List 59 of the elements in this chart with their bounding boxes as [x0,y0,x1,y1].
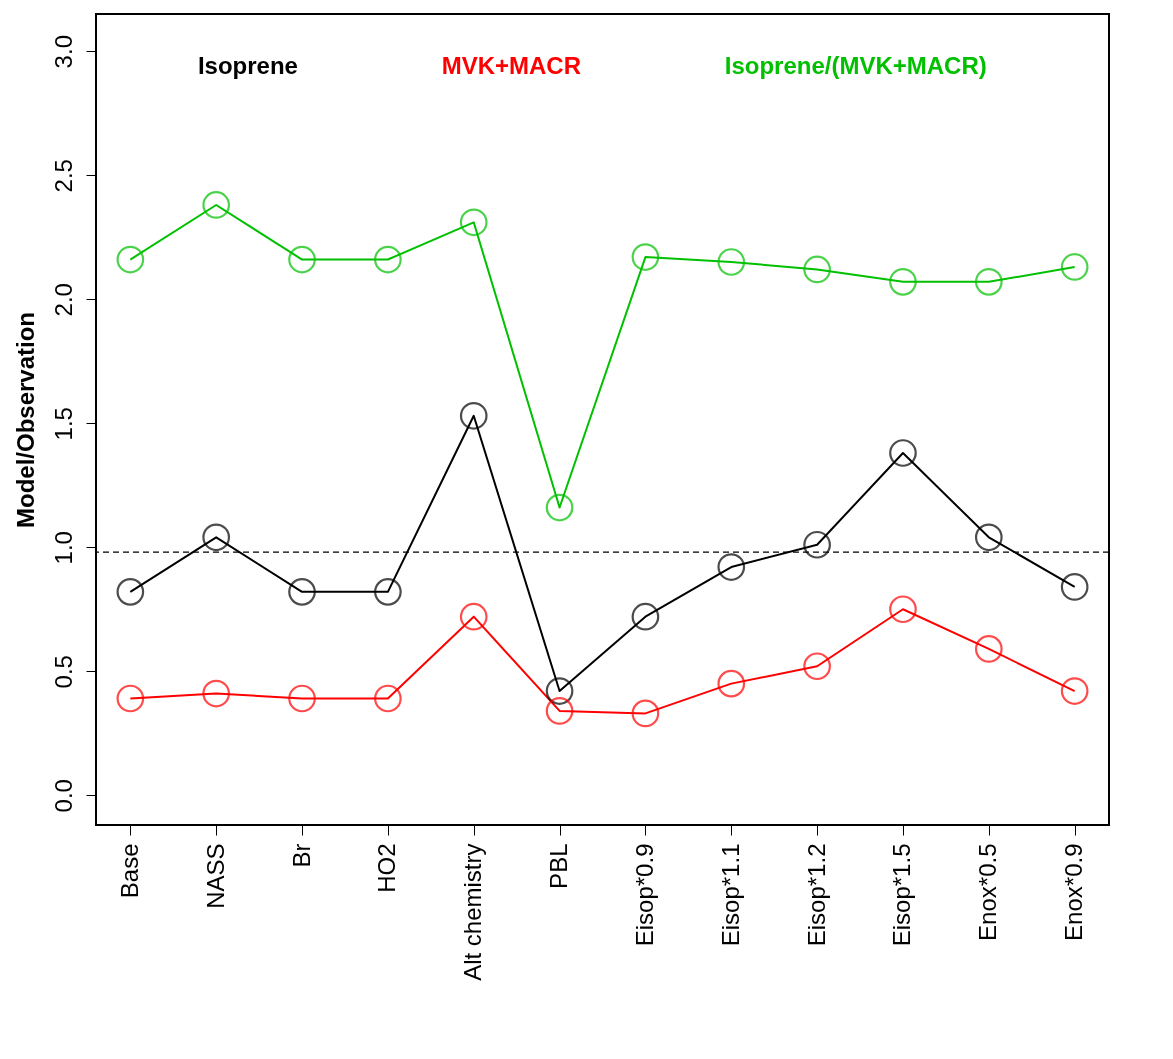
x-tick-label: Base [115,843,143,899]
point [717,669,746,698]
point [974,635,1003,663]
point [889,268,917,296]
x-tick-label: Eisop*0.9 [630,843,658,947]
point [374,684,402,713]
point [459,602,488,631]
point [116,578,145,606]
point [631,699,660,728]
y-axis-title: Model/Observation [11,311,39,529]
point [803,652,831,681]
point [803,255,831,284]
y-tick-label: 2.0 [49,283,77,317]
x-tick-label: Br [287,843,315,868]
text: Isoprene/(MVK+MACR) [724,51,987,79]
x-tick-label: Eisop*1.1 [716,843,744,947]
text: Isoprene [197,51,298,79]
x-tick-label: NASS [201,843,229,909]
point [1060,253,1089,281]
point [288,245,316,274]
point [288,684,316,713]
point [1060,677,1089,705]
point [545,697,574,725]
y-tick-label: 2.5 [49,159,77,193]
point [545,677,574,705]
point [889,595,917,624]
point [116,684,145,713]
point [459,208,488,237]
x-tick-label: HO2 [373,843,401,893]
point [374,578,402,606]
text: MVK+MACR [441,51,581,79]
x-tick-label: PBL [545,843,573,889]
point [974,523,1003,552]
x-tick-label: Enox*0.5 [974,843,1002,941]
point [202,523,231,552]
y-tick-label: 1.5 [49,407,77,441]
point [974,268,1003,296]
point [202,191,231,219]
x-tick-label: Alt chemistry [459,843,487,981]
point [374,245,402,274]
y-tick-label: 3.0 [49,35,77,69]
point [202,679,231,708]
point [631,243,660,271]
point [116,245,145,274]
y-tick-label: 1.0 [49,531,77,565]
point [717,553,746,581]
x-tick-label: Eisop*1.2 [802,843,830,947]
point [889,439,917,467]
point [631,602,660,631]
point [545,493,574,522]
x-tick-label: Enox*0.9 [1060,843,1088,941]
x-tick-label: Eisop*1.5 [888,843,916,947]
point [717,248,746,276]
point [459,401,488,430]
point [1060,573,1089,601]
point [803,530,831,559]
y-tick-label: 0.5 [49,655,77,689]
point [288,578,316,606]
y-tick-label: 0.0 [49,779,77,813]
